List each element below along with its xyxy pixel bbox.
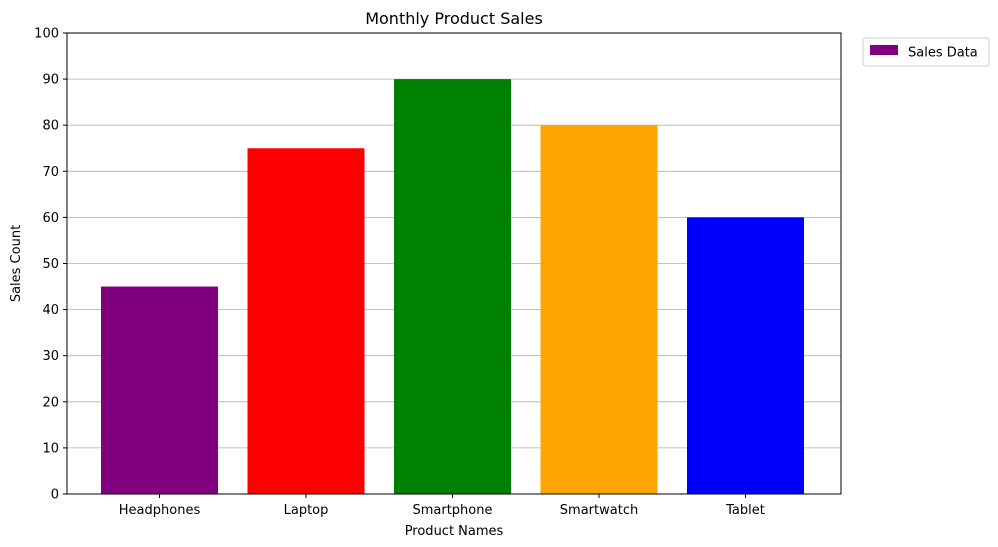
chart-title: Monthly Product Sales (365, 9, 543, 28)
x-tick-label: Smartwatch (560, 503, 638, 518)
x-tick-label: Headphones (119, 503, 201, 518)
y-tick-label: 40 (42, 303, 59, 318)
x-axis-label: Product Names (405, 524, 504, 539)
x-tick-label: Laptop (284, 503, 329, 518)
legend-label: Sales Data (908, 46, 978, 61)
y-tick-label: 80 (42, 119, 59, 134)
bars (101, 79, 804, 494)
y-tick-label: 50 (42, 257, 59, 272)
bar-tablet (687, 217, 804, 494)
y-tick-label: 0 (51, 488, 59, 503)
y-tick-label: 70 (42, 165, 59, 180)
y-tick-label: 10 (42, 441, 59, 456)
bar-laptop (247, 148, 365, 494)
bar-headphones (101, 286, 218, 494)
y-tick-label: 90 (42, 73, 59, 88)
bar-smartwatch (540, 125, 658, 494)
y-tick-label: 100 (34, 27, 59, 42)
y-tick-label: 20 (42, 395, 59, 410)
bar-smartphone (394, 79, 511, 494)
legend-swatch (870, 45, 898, 55)
y-tick-label: 60 (42, 211, 59, 226)
y-axis-label: Sales Count (9, 225, 24, 302)
x-tick-label: Smartphone (412, 503, 492, 518)
legend: Sales Data (862, 37, 990, 67)
y-tick-label: 30 (42, 349, 59, 364)
x-tick-label: Tablet (725, 503, 765, 518)
y-axis-ticks: 0 10 20 30 40 50 60 70 80 90 100 (34, 27, 67, 503)
x-axis-ticks: Headphones Laptop Smartphone Smartwatch Tabl… (119, 494, 765, 518)
